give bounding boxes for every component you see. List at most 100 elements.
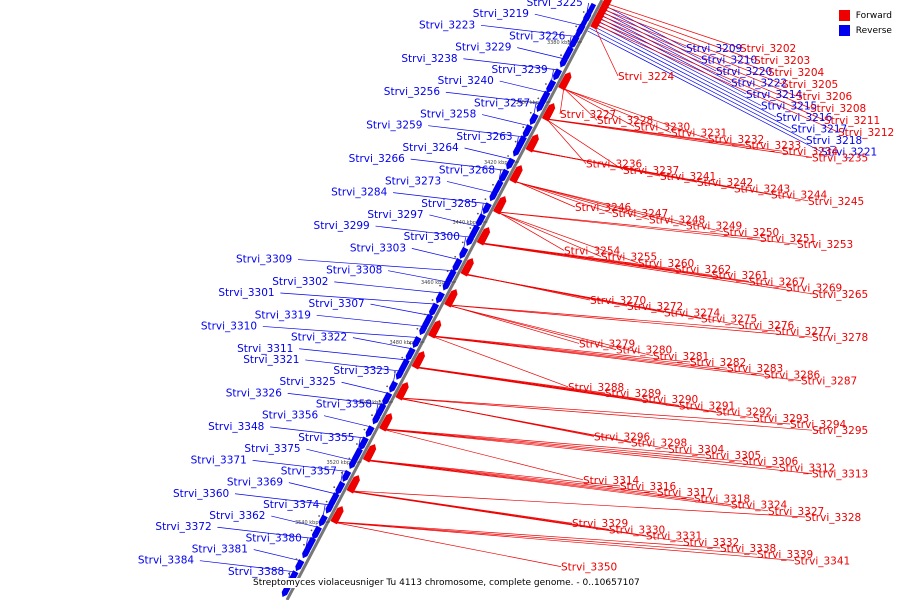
forward-gene[interactable] xyxy=(330,509,344,525)
gene-label-reverse[interactable]: Strvi_3362 xyxy=(209,510,265,522)
gene-label-forward[interactable]: Strvi_3233 xyxy=(745,140,801,152)
gene-label-reverse[interactable]: Strvi_3223 xyxy=(419,19,475,31)
reverse-gene[interactable] xyxy=(293,559,305,572)
gene-label-forward[interactable]: Strvi_3267 xyxy=(749,276,805,288)
reverse-gene[interactable] xyxy=(467,224,481,242)
gene-label-reverse[interactable]: Strvi_3266 xyxy=(349,153,406,165)
gene-label-forward[interactable]: Strvi_3288 xyxy=(568,382,624,394)
gene-label-reverse[interactable]: Strvi_3299 xyxy=(314,220,370,232)
gene-label-forward[interactable]: Strvi_3211 xyxy=(824,115,880,127)
gene-label-reverse[interactable]: Strvi_3218 xyxy=(806,135,862,147)
gene-label-forward[interactable]: Strvi_3206 xyxy=(796,91,853,103)
gene-label-forward[interactable]: Strvi_3339 xyxy=(757,549,813,561)
reverse-gene[interactable] xyxy=(558,57,568,69)
gene-label-forward[interactable]: Strvi_3350 xyxy=(561,562,617,574)
gene-label-forward[interactable]: Strvi_3260 xyxy=(638,258,694,270)
reverse-gene[interactable] xyxy=(534,101,545,114)
gene-label-forward[interactable]: Strvi_3275 xyxy=(701,314,757,326)
gene-label-forward[interactable]: Strvi_3341 xyxy=(794,555,850,567)
gene-label-forward[interactable]: Strvi_3291 xyxy=(679,400,735,412)
gene-label-forward[interactable]: Strvi_3251 xyxy=(760,233,816,245)
gene-label-forward[interactable]: Strvi_3203 xyxy=(754,55,810,67)
forward-gene[interactable] xyxy=(428,321,442,339)
gene-label-forward[interactable]: Strvi_3234 xyxy=(782,146,839,158)
reverse-gene[interactable] xyxy=(427,302,440,318)
gene-label-forward[interactable]: Strvi_3276 xyxy=(738,320,795,332)
gene-label-forward[interactable]: Strvi_3244 xyxy=(771,190,828,202)
gene-label-reverse[interactable]: Strvi_3256 xyxy=(384,86,441,98)
gene-label-forward[interactable]: Strvi_3254 xyxy=(564,245,621,257)
gene-label-forward[interactable]: Strvi_3331 xyxy=(646,531,702,543)
forward-gene[interactable] xyxy=(362,445,377,463)
reverse-gene[interactable] xyxy=(327,492,340,509)
gene-label-reverse[interactable]: Strvi_3217 xyxy=(791,124,847,136)
gene-label-forward[interactable]: Strvi_3278 xyxy=(812,332,868,344)
gene-label-forward[interactable]: Strvi_3316 xyxy=(620,481,677,493)
gene-label-forward[interactable]: Strvi_3290 xyxy=(642,394,698,406)
gene-label-forward[interactable]: Strvi_3314 xyxy=(583,475,640,487)
forward-gene[interactable] xyxy=(411,352,426,370)
gene-label-reverse[interactable]: Strvi_3220 xyxy=(716,66,772,78)
reverse-gene[interactable] xyxy=(451,257,463,273)
gene-label-forward[interactable]: Strvi_3324 xyxy=(731,500,788,512)
gene-label-forward[interactable]: Strvi_3312 xyxy=(779,462,835,474)
gene-label-forward[interactable]: Strvi_3204 xyxy=(768,67,825,79)
reverse-gene[interactable] xyxy=(324,503,334,515)
gene-label-reverse[interactable]: Strvi_3215 xyxy=(761,101,817,113)
gene-label-forward[interactable]: Strvi_3212 xyxy=(838,127,894,139)
gene-label-forward[interactable]: Strvi_3305 xyxy=(705,450,761,462)
gene-label-forward[interactable]: Strvi_3329 xyxy=(572,518,628,530)
gene-label-forward[interactable]: Strvi_3227 xyxy=(560,109,616,121)
gene-label-reverse[interactable]: Strvi_3309 xyxy=(236,254,292,266)
gene-label-forward[interactable]: Strvi_3293 xyxy=(753,413,809,425)
reverse-gene[interactable] xyxy=(511,146,522,158)
gene-label-forward[interactable]: Strvi_3313 xyxy=(812,469,868,481)
gene-label-reverse[interactable]: Strvi_3308 xyxy=(326,265,382,277)
gene-label-forward[interactable]: Strvi_3281 xyxy=(653,351,709,363)
forward-gene[interactable] xyxy=(476,228,491,246)
reverse-gene[interactable] xyxy=(380,391,393,407)
gene-label-forward[interactable]: Strvi_3245 xyxy=(808,196,864,208)
gene-label-forward[interactable]: Strvi_3255 xyxy=(601,252,657,264)
gene-label-reverse[interactable]: Strvi_3229 xyxy=(455,42,511,54)
gene-label-reverse[interactable]: Strvi_3238 xyxy=(401,53,457,65)
gene-label-forward[interactable]: Strvi_3317 xyxy=(657,487,713,499)
forward-gene[interactable] xyxy=(460,259,475,277)
gene-label-forward[interactable]: Strvi_3228 xyxy=(597,115,653,127)
gene-label-forward[interactable]: Strvi_3261 xyxy=(712,270,768,282)
gene-label-forward[interactable]: Strvi_3280 xyxy=(616,345,672,357)
gene-label-forward[interactable]: Strvi_3286 xyxy=(764,369,821,381)
gene-label-reverse[interactable]: Strvi_3384 xyxy=(138,555,195,567)
gene-label-reverse[interactable]: Strvi_3297 xyxy=(367,209,423,221)
gene-label-forward[interactable]: Strvi_3318 xyxy=(694,493,750,505)
forward-gene[interactable] xyxy=(444,290,458,308)
gene-label-reverse[interactable]: Strvi_3214 xyxy=(746,89,803,101)
reverse-gene[interactable] xyxy=(317,514,328,528)
reverse-gene[interactable] xyxy=(441,280,451,292)
reverse-gene[interactable] xyxy=(491,179,504,197)
forward-gene[interactable] xyxy=(346,476,361,494)
gene-label-reverse[interactable]: Strvi_3221 xyxy=(821,147,877,159)
gene-label-reverse[interactable]: Strvi_3360 xyxy=(173,488,229,500)
reverse-gene[interactable] xyxy=(357,436,369,451)
reverse-gene[interactable] xyxy=(411,336,422,349)
reverse-gene[interactable] xyxy=(374,402,387,420)
gene-label-reverse[interactable]: Strvi_3357 xyxy=(281,465,337,477)
reverse-gene[interactable] xyxy=(350,447,363,465)
forward-gene[interactable] xyxy=(558,73,572,91)
gene-label-forward[interactable]: Strvi_3270 xyxy=(590,295,646,307)
gene-label-reverse[interactable]: Strvi_3375 xyxy=(244,443,300,455)
reverse-gene[interactable] xyxy=(394,369,404,382)
reverse-gene[interactable] xyxy=(444,269,457,286)
gene-label-forward[interactable]: Strvi_3282 xyxy=(690,357,746,369)
gene-label-reverse[interactable]: Strvi_3319 xyxy=(255,309,311,321)
gene-label-forward[interactable]: Strvi_3332 xyxy=(683,537,739,549)
gene-label-reverse[interactable]: Strvi_3381 xyxy=(192,544,248,556)
gene-label-reverse[interactable]: Strvi_3209 xyxy=(686,43,742,55)
gene-label-reverse[interactable]: Strvi_3369 xyxy=(227,477,283,489)
gene-label-reverse[interactable]: Strvi_3388 xyxy=(228,566,284,578)
reverse-gene[interactable] xyxy=(347,458,358,471)
reverse-gene[interactable] xyxy=(544,79,557,95)
gene-label-reverse[interactable]: Strvi_3310 xyxy=(201,320,257,332)
reverse-gene[interactable] xyxy=(464,235,475,248)
